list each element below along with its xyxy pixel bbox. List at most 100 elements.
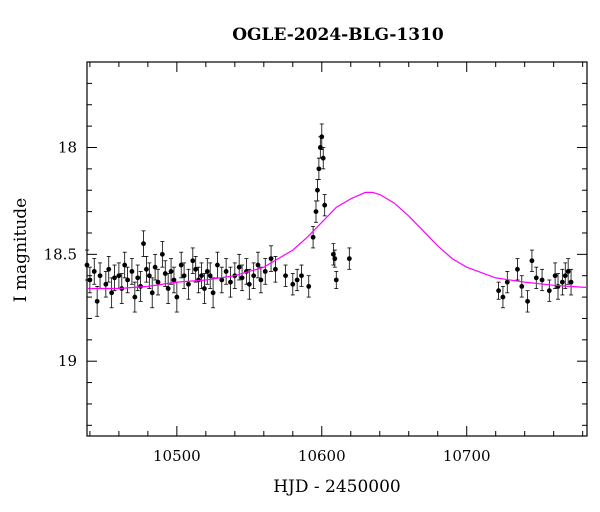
data-point (555, 284, 561, 289)
data-point (132, 294, 138, 300)
data-point (533, 275, 539, 281)
chart-title: OGLE-2024-BLG-1310 (232, 25, 444, 45)
data-point (262, 269, 268, 274)
data-point (519, 284, 525, 289)
data-point (319, 134, 325, 140)
data-point (112, 275, 117, 281)
data-point (320, 155, 326, 161)
axis-ticks (87, 61, 587, 436)
data-point (313, 209, 319, 215)
data-point (103, 281, 109, 287)
x-tick-label: 10500 (153, 447, 201, 465)
data-point (525, 298, 530, 304)
plot-area (84, 61, 588, 437)
data-point (562, 273, 568, 279)
data-point (201, 286, 207, 291)
data-point (299, 273, 304, 279)
data-point (207, 273, 213, 279)
data-point (322, 202, 328, 208)
data-point (246, 281, 252, 287)
data-point (155, 279, 161, 285)
data-point (251, 273, 257, 279)
data-point (316, 166, 322, 172)
model-curve (87, 191, 588, 290)
data-point (290, 281, 296, 287)
data-point (178, 262, 184, 268)
y-tick-label: 18.5 (44, 245, 77, 263)
data-point (315, 187, 320, 193)
data-point (162, 271, 168, 276)
y-tick-label: 18 (58, 138, 77, 156)
data-point (306, 284, 312, 289)
data-point (515, 266, 520, 272)
data-point (204, 269, 210, 274)
error-bars (85, 123, 574, 317)
data-point (565, 269, 571, 274)
data-point (317, 145, 323, 150)
data-point (129, 269, 135, 274)
data-point (559, 279, 565, 285)
data-point (106, 266, 112, 272)
data-point (568, 279, 574, 285)
data-point (125, 277, 130, 283)
data-point (346, 256, 352, 262)
plot-frame (86, 61, 588, 437)
data-point (552, 273, 558, 279)
data-point (122, 262, 128, 268)
data-point (330, 251, 336, 257)
data-point (496, 288, 501, 294)
data-point (546, 288, 552, 294)
x-tick-label: 10600 (298, 447, 346, 465)
data-point (141, 241, 146, 247)
data-point (168, 269, 174, 274)
data-point (87, 277, 93, 283)
data-point (228, 279, 233, 285)
data-point (294, 277, 300, 283)
data-point (283, 273, 288, 279)
data-point (135, 275, 141, 281)
data-point (219, 277, 225, 283)
data-point (268, 256, 274, 262)
data-point (97, 273, 103, 279)
data-point (186, 281, 191, 287)
data-point (215, 262, 220, 268)
data-point (273, 266, 278, 272)
data-point (144, 266, 149, 272)
data-point (91, 269, 97, 274)
data-point (236, 264, 242, 270)
y-tick-label: 19 (58, 352, 77, 370)
data-point (181, 273, 187, 279)
data-point (223, 269, 229, 274)
data-point (84, 262, 90, 268)
data-point (165, 286, 171, 291)
data-point (500, 294, 506, 300)
data-point (539, 277, 545, 283)
data-point (239, 275, 245, 281)
y-tick-labels: 18 18.5 19 (44, 138, 77, 370)
data-point (174, 294, 180, 300)
data-point (171, 277, 177, 283)
data-point (94, 298, 100, 304)
data-point (193, 266, 199, 272)
data-point (504, 279, 510, 285)
data-point (149, 290, 155, 296)
data-point (159, 251, 165, 257)
data-point (210, 290, 216, 296)
x-axis-label: HJD - 2450000 (273, 477, 401, 497)
data-point (529, 258, 535, 264)
data-point (152, 264, 158, 270)
x-tick-label: 10700 (443, 447, 491, 465)
data-point (146, 273, 152, 279)
data-point (199, 273, 204, 279)
data-point (255, 262, 261, 268)
data-point (109, 290, 115, 296)
data-point (310, 234, 316, 240)
data-point (333, 277, 339, 283)
data-point (258, 277, 264, 283)
y-axis-label: I magnitude (11, 198, 31, 302)
data-point (332, 256, 338, 262)
data-point (116, 273, 122, 279)
data-point (190, 258, 196, 264)
x-tick-labels: 10500 10600 10700 (153, 447, 491, 465)
